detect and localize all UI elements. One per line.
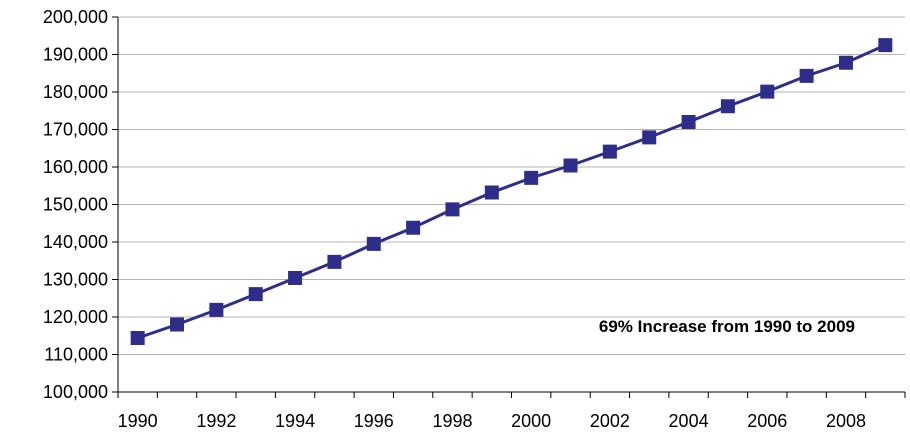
y-tick-label: 150,000 xyxy=(43,195,108,215)
y-tick-label: 120,000 xyxy=(43,307,108,327)
data-point xyxy=(681,115,696,129)
data-point xyxy=(130,331,145,345)
data-point xyxy=(445,202,460,217)
axes-layer xyxy=(112,16,906,398)
data-point xyxy=(878,38,893,53)
x-tick-label: 2008 xyxy=(826,411,866,431)
x-tick-label: 2006 xyxy=(747,411,787,431)
y-tick-label: 190,000 xyxy=(43,45,108,65)
y-tick-label: 130,000 xyxy=(43,270,108,290)
x-tick-label: 1992 xyxy=(196,411,236,431)
y-tick-label: 100,000 xyxy=(43,382,108,402)
series-layer xyxy=(130,38,893,345)
data-point xyxy=(720,99,735,114)
x-tick-label: 1996 xyxy=(354,411,394,431)
data-point xyxy=(327,254,342,269)
data-point xyxy=(170,317,185,332)
y-tick-label: 160,000 xyxy=(43,157,108,177)
x-tick-label: 2000 xyxy=(511,411,551,431)
data-point xyxy=(406,220,421,235)
data-point xyxy=(484,185,499,200)
data-point xyxy=(248,287,263,302)
data-point xyxy=(563,158,578,173)
labels-layer: 100,000 110,000 120,000 130,000 140,000 150,0… xyxy=(43,7,866,431)
data-point xyxy=(838,55,853,70)
chart-annotation: 69% Increase from 1990 to 2009 xyxy=(599,317,855,336)
y-tick-label: 140,000 xyxy=(43,232,108,252)
data-point xyxy=(602,144,617,159)
x-tick-label: 1994 xyxy=(275,411,315,431)
y-tick-label: 180,000 xyxy=(43,82,108,102)
data-point xyxy=(366,236,381,251)
data-point xyxy=(760,84,775,99)
data-point xyxy=(288,271,303,285)
y-tick-label: 110,000 xyxy=(44,345,108,365)
x-tick-label: 2002 xyxy=(590,411,630,431)
data-point xyxy=(209,302,224,317)
grid-layer xyxy=(118,16,905,355)
x-tick-label: 1990 xyxy=(118,411,158,431)
data-point xyxy=(524,170,539,185)
data-point xyxy=(799,68,814,83)
x-tick-label: 2004 xyxy=(669,411,709,431)
y-tick-label: 200,000 xyxy=(43,7,108,27)
x-tick-label: 1998 xyxy=(432,411,472,431)
data-point xyxy=(642,130,657,145)
y-tick-label: 170,000 xyxy=(43,120,108,140)
